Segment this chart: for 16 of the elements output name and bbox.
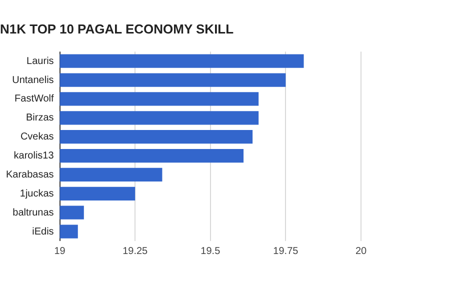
x-tick-label: 19.75 [273,246,299,257]
y-tick-label: Untanelis [12,74,54,86]
y-tick-label: karolis13 [14,150,54,162]
y-tick-label: Karabasas [6,169,54,180]
y-tick-label: FastWolf [14,94,54,105]
x-tick-label: 19.25 [122,246,148,257]
y-tick-label: baltrunas [12,207,54,218]
y-tick-label: Birzas [26,112,54,124]
chart-title: N1K TOP 10 PAGAL ECONOMY SKILL [0,21,234,36]
y-tick-label: iEdis [32,226,54,238]
x-tick-label: 19.5 [200,246,221,257]
y-tick-label: 1juckas [20,188,54,200]
x-tick-label: 20 [355,246,367,257]
x-tick-label: 19 [54,246,66,257]
y-tick-label: Lauris [26,56,54,67]
y-tick-label: Cvekas [20,132,54,143]
